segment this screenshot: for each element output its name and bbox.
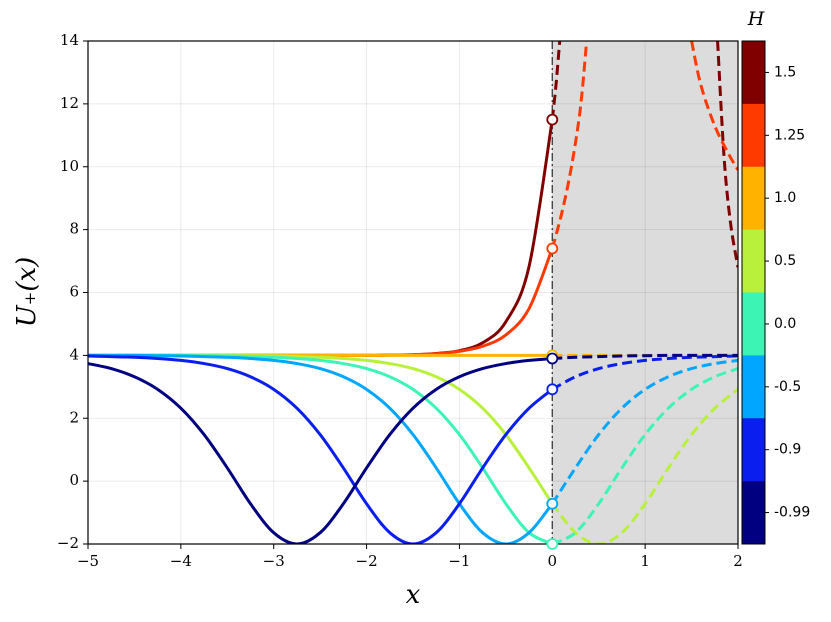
point-marker [546, 383, 559, 396]
series-line [88, 247, 554, 357]
x-tick-label: 0 [548, 552, 558, 570]
x-tick-label: 1 [640, 552, 650, 570]
colorbar-swatch [742, 292, 765, 356]
series-line-dashed [551, 354, 738, 391]
colorbar-frame [741, 40, 766, 545]
series-line-dashed [551, 367, 738, 544]
colorbar-swatch [742, 481, 765, 545]
plot-area [88, 41, 738, 544]
x-tick-label: −5 [77, 552, 99, 570]
colorbar-swatch [742, 418, 765, 482]
x-tick-label: −3 [263, 552, 285, 570]
colorbar-swatch [742, 166, 765, 230]
shaded-region [552, 41, 738, 544]
colorbar-label: 0.5 [774, 253, 796, 269]
x-tick-label: −4 [170, 552, 192, 570]
series-line-dashed [550, 41, 562, 120]
series-line-dashed [551, 358, 738, 505]
y-tick-label: 2 [69, 408, 79, 426]
series-line-dashed [551, 388, 738, 544]
colorbar-label: 0.0 [774, 316, 796, 332]
point-marker [546, 242, 559, 255]
series-line [88, 119, 554, 357]
series-line-dashed [550, 41, 589, 249]
x-tick-label: −1 [448, 552, 470, 570]
y-tick-label: 12 [60, 94, 79, 112]
colorbar-label: -0.9 [774, 442, 801, 458]
series-line-dashed [716, 41, 738, 268]
y-tick-label: 14 [60, 31, 79, 49]
colorbar-swatch [742, 229, 765, 293]
y-tick-label: −2 [57, 534, 79, 552]
y-tick-label: 6 [69, 283, 79, 301]
series-line [88, 354, 554, 544]
colorbar-label: 1.25 [774, 127, 805, 143]
colorbar-label: 1.0 [774, 190, 796, 206]
series-line [88, 353, 553, 544]
point-marker [546, 352, 559, 365]
y-tick-label: 0 [69, 471, 79, 489]
colorbar-label: 1.5 [774, 64, 796, 80]
x-tick-label: 2 [733, 552, 743, 570]
point-marker [546, 497, 559, 510]
colorbar-swatch [742, 355, 765, 419]
x-axis-label: x [406, 580, 421, 610]
colorbar-swatch [742, 103, 765, 168]
colorbar-swatch [742, 41, 765, 105]
y-tick-label: 8 [69, 220, 79, 238]
series-line [88, 353, 554, 544]
colorbar-title: H [747, 8, 765, 30]
point-marker [546, 538, 559, 550]
series-line-dashed [552, 353, 738, 361]
y-axis-label: U₊(x) [12, 257, 42, 328]
x-tick-label: −2 [356, 552, 378, 570]
series-line [88, 357, 553, 544]
y-tick-label: 10 [60, 157, 79, 175]
colorbar-label: -0.99 [774, 505, 810, 521]
colorbar-label: -0.5 [774, 379, 801, 395]
point-marker [546, 113, 559, 126]
y-tick-label: 4 [69, 345, 79, 363]
series-line-dashed [690, 41, 738, 171]
